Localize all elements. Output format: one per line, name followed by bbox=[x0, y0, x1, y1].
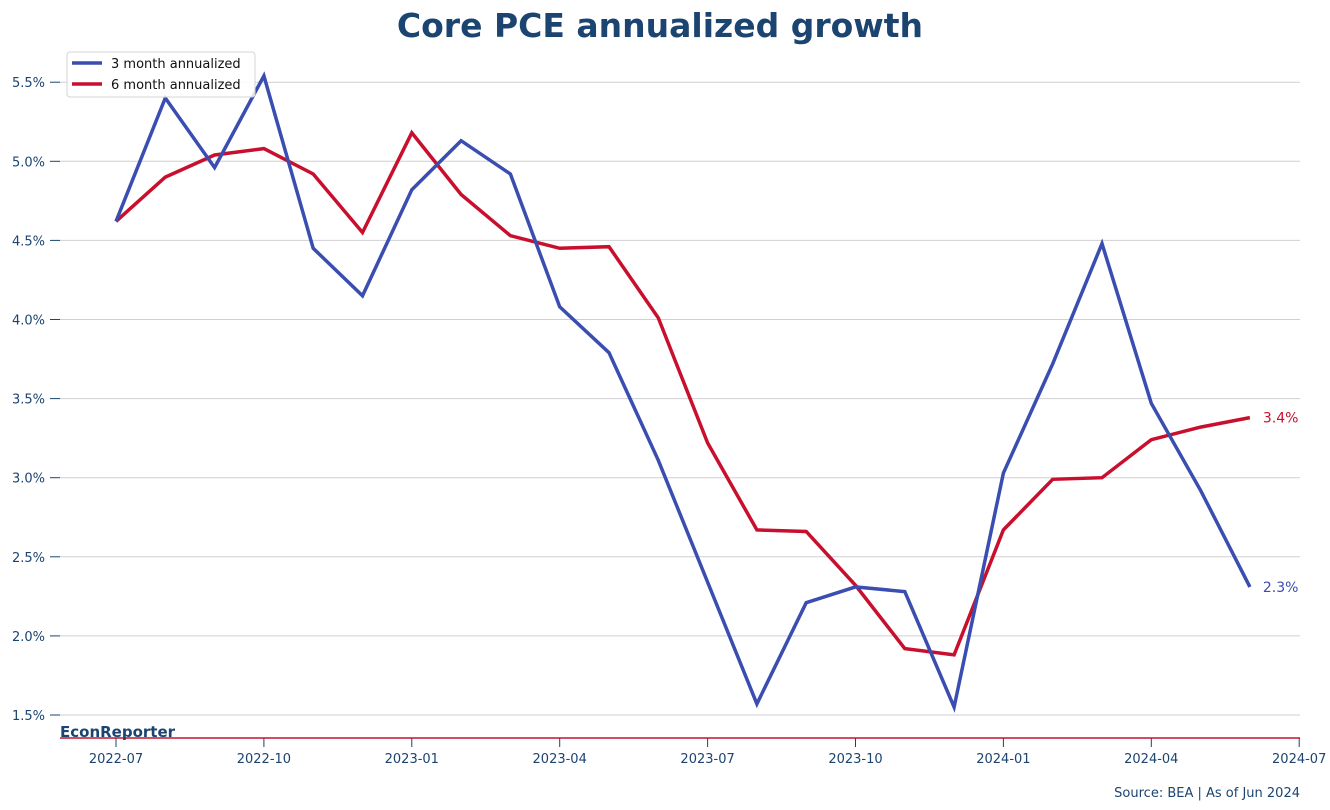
x-tick-label: 2022-07 bbox=[89, 752, 143, 767]
y-tick-label: 5.5% bbox=[12, 76, 45, 91]
x-tick-label: 2022-10 bbox=[237, 752, 291, 767]
end-value-label: 3.4% bbox=[1263, 411, 1299, 427]
y-tick-label: 2.0% bbox=[12, 630, 45, 645]
source-note: Source: BEA | As of Jun 2024 bbox=[1114, 786, 1300, 801]
chart-title: Core PCE annualized growth bbox=[397, 6, 923, 45]
y-tick-label: 4.5% bbox=[12, 234, 45, 249]
x-tick-label: 2023-07 bbox=[680, 752, 734, 767]
end-value-label: 2.3% bbox=[1263, 580, 1299, 596]
x-tick-label: 2023-04 bbox=[533, 752, 587, 767]
y-axis: 1.5% 2.0% 2.5% 3.0% 3.5% 4.0% 4.5% 5.0% 5.5% bbox=[12, 76, 60, 724]
y-tick-label: 3.0% bbox=[12, 472, 45, 487]
legend: 3 month annualized 6 month annualized bbox=[66, 51, 256, 98]
legend-label-3-month: 3 month annualized bbox=[111, 57, 241, 72]
legend-box bbox=[66, 51, 256, 98]
x-tick-label: 2024-07 bbox=[1272, 752, 1326, 767]
series-line-3-month bbox=[114, 71, 1252, 713]
series-line-6-month bbox=[114, 129, 1251, 657]
x-axis: 2022-07 2022-10 2023-01 2023-04 2023-07 2023-… bbox=[89, 738, 1326, 767]
y-tick-label: 5.0% bbox=[12, 155, 45, 170]
gridlines bbox=[60, 81, 1300, 716]
series-lines: 3.4% 2.3% bbox=[114, 71, 1299, 713]
x-tick-label: 2023-01 bbox=[385, 752, 439, 767]
y-tick-label: 2.5% bbox=[12, 551, 45, 566]
x-tick-label: 2024-01 bbox=[976, 752, 1030, 767]
x-tick-label: 2024-04 bbox=[1124, 752, 1178, 767]
brand-label: EconReporter bbox=[60, 723, 176, 741]
y-tick-label: 1.5% bbox=[12, 709, 45, 724]
y-tick-label: 4.0% bbox=[12, 314, 45, 329]
legend-label-6-month: 6 month annualized bbox=[111, 78, 241, 93]
x-tick-label: 2023-10 bbox=[828, 752, 882, 767]
y-tick-label: 3.5% bbox=[12, 393, 45, 408]
